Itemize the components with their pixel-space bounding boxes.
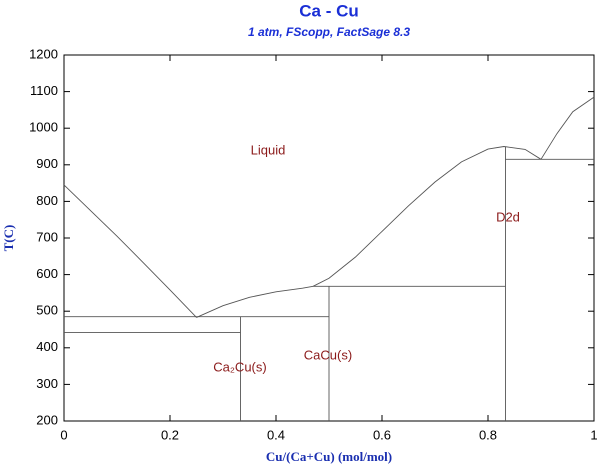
- y-tick-label: 300: [36, 376, 58, 391]
- phase-label: Ca₂Cu(s): [213, 359, 266, 374]
- y-tick-label: 600: [36, 266, 58, 281]
- x-tick-label: 0.2: [161, 427, 179, 442]
- y-tick-label: 1200: [29, 46, 58, 61]
- x-tick-label: 0.8: [479, 427, 497, 442]
- x-axis-label: Cu/(Ca+Cu) (mol/mol): [266, 449, 392, 464]
- phase-label: Liquid: [251, 142, 286, 157]
- y-axis-label: T(C): [1, 225, 16, 252]
- y-tick-label: 200: [36, 412, 58, 427]
- x-tick-label: 0: [60, 427, 67, 442]
- y-tick-label: 1100: [30, 83, 58, 98]
- y-tick-label: 900: [36, 156, 58, 171]
- phase-boundary: [63, 184, 197, 318]
- phase-label: CaCu(s): [304, 347, 352, 362]
- y-tick-label: 400: [36, 339, 58, 354]
- x-tick-label: 0.6: [373, 427, 391, 442]
- phase-boundary: [196, 285, 314, 318]
- chart-title: Ca - Cu: [299, 1, 359, 20]
- x-tick-label: 0.4: [267, 427, 285, 442]
- y-tick-label: 800: [36, 193, 58, 208]
- y-tick-label: 500: [36, 303, 58, 318]
- y-tick-label: 1000: [29, 120, 58, 135]
- chart-subtitle: 1 atm, FScopp, FactSage 8.3: [248, 25, 410, 39]
- y-tick-label: 700: [36, 229, 58, 244]
- x-tick-label: 1: [590, 427, 597, 442]
- phase-boundary: [312, 146, 542, 287]
- phase-boundary: [540, 96, 595, 160]
- phase-label: D2d: [496, 209, 520, 224]
